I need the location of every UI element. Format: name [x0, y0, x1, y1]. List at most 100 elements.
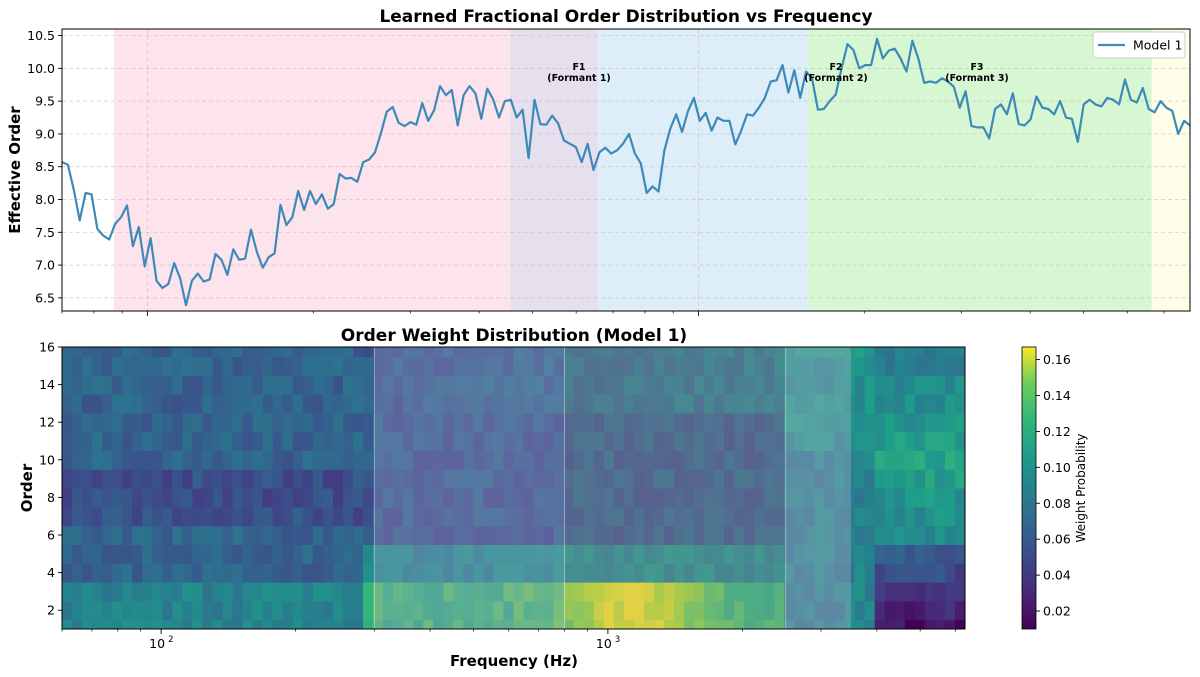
- heatmap-cell: [633, 375, 645, 395]
- heatmap-cell: [232, 619, 244, 629]
- heatmap-cell: [383, 544, 394, 564]
- heatmap-cell: [914, 469, 926, 489]
- heatmap-cell: [884, 619, 896, 629]
- heatmap-cell: [593, 544, 605, 564]
- heatmap-cell: [162, 412, 173, 433]
- heatmap-cell: [684, 582, 695, 602]
- heatmap-cell: [503, 347, 515, 357]
- heatmap-cell: [944, 544, 956, 564]
- heatmap-cell: [714, 600, 725, 621]
- heatmap-cell: [744, 450, 755, 470]
- heatmap-cell: [202, 431, 214, 451]
- heatmap-cell: [503, 600, 515, 621]
- heatmap-cell: [934, 544, 946, 564]
- heatmap-cell: [242, 347, 254, 357]
- heatmap-cell: [342, 506, 354, 527]
- heatmap-cell: [292, 375, 304, 395]
- heatmap-cell: [82, 375, 93, 395]
- heatmap-cell: [603, 412, 615, 433]
- heatmap-cell: [172, 582, 183, 602]
- heatmap-cell: [252, 544, 264, 564]
- heatmap-cell: [423, 469, 434, 489]
- heatmap-cell: [824, 394, 836, 414]
- heatmap-cell: [72, 375, 83, 395]
- heatmap-cell: [152, 600, 163, 621]
- heatmap-cell: [132, 347, 143, 357]
- heatmap-cell: [463, 488, 474, 508]
- heatmap-cell: [393, 488, 404, 508]
- heatmap-cell: [854, 412, 866, 433]
- heatmap-cell: [302, 347, 314, 357]
- heatmap-cell: [363, 600, 374, 621]
- heatmap-cell: [854, 431, 866, 451]
- heatmap-cell: [403, 450, 414, 470]
- heatmap-cell: [844, 394, 856, 414]
- heatmap-cell: [874, 488, 886, 508]
- heatmap-cell: [222, 600, 234, 621]
- heatmap-cell: [282, 544, 294, 564]
- heatmap-cell: [694, 563, 705, 583]
- heatmap-cell: [613, 563, 625, 583]
- heatmap-cell: [272, 488, 284, 508]
- heatmap-cell: [924, 544, 936, 564]
- heatmap-cell: [182, 582, 194, 602]
- heatmap-cell: [834, 347, 846, 357]
- heatmap-cell: [633, 412, 645, 433]
- heatmap-cell: [282, 412, 294, 433]
- heatmap-cell: [483, 375, 495, 395]
- heatmap-cell: [704, 469, 715, 489]
- heatmap-cell: [132, 600, 143, 621]
- heatmap-cell: [132, 375, 143, 395]
- heatmap-cell: [543, 544, 555, 564]
- heatmap-cell: [252, 525, 264, 545]
- heatmap-cell: [734, 356, 745, 376]
- heatmap-cell: [332, 582, 344, 602]
- heatmap-cell: [864, 506, 876, 527]
- heatmap-cell: [553, 412, 565, 433]
- heatmap-cell: [623, 450, 635, 470]
- heatmap-cell: [754, 469, 765, 489]
- heatmap-cell: [212, 582, 224, 602]
- heatmap-cell: [322, 563, 334, 583]
- heatmap-cell: [272, 412, 284, 433]
- heatmap-cell: [483, 431, 495, 451]
- heatmap-cell: [674, 544, 685, 564]
- heatmap-cell: [674, 469, 685, 489]
- heatmap-cell: [694, 347, 705, 357]
- heatmap-cell: [543, 506, 555, 527]
- heatmap-cell: [804, 544, 816, 564]
- heatmap-cell: [72, 600, 83, 621]
- heatmap-cell: [463, 412, 474, 433]
- heatmap-cell: [222, 619, 234, 629]
- heatmap-cell: [473, 375, 484, 395]
- heatmap-cell: [874, 356, 886, 376]
- heatmap-cell: [82, 544, 93, 564]
- heatmap-cell: [824, 375, 836, 395]
- heatmap-cell: [192, 563, 204, 583]
- heatmap-cell: [844, 375, 856, 395]
- heatmap-cell: [282, 600, 294, 621]
- heatmap-cell: [944, 469, 956, 489]
- heatmap-cell: [523, 582, 535, 602]
- heatmap-cell: [653, 563, 665, 583]
- heatmap-cell: [222, 347, 234, 357]
- heatmap-cell: [924, 582, 936, 602]
- heatmap-cell: [62, 600, 73, 621]
- heatmap-cell: [342, 600, 354, 621]
- heatmap-cell: [483, 488, 495, 508]
- heatmap-cell: [342, 394, 354, 414]
- heatmap-cell: [563, 469, 575, 489]
- heatmap-cell: [533, 619, 545, 629]
- shaded-region-3: [598, 29, 808, 311]
- heatmap-cell: [864, 394, 876, 414]
- heatmap-cell: [694, 619, 705, 629]
- heatmap-cell: [653, 412, 665, 433]
- heatmap-cell: [954, 431, 965, 451]
- heatmap-cell: [954, 544, 965, 564]
- heatmap-x-tick-exponent: 2: [168, 635, 173, 645]
- heatmap-cell: [363, 488, 374, 508]
- heatmap-cell: [573, 506, 585, 527]
- heatmap-cell: [433, 469, 444, 489]
- heatmap-cell: [92, 356, 103, 376]
